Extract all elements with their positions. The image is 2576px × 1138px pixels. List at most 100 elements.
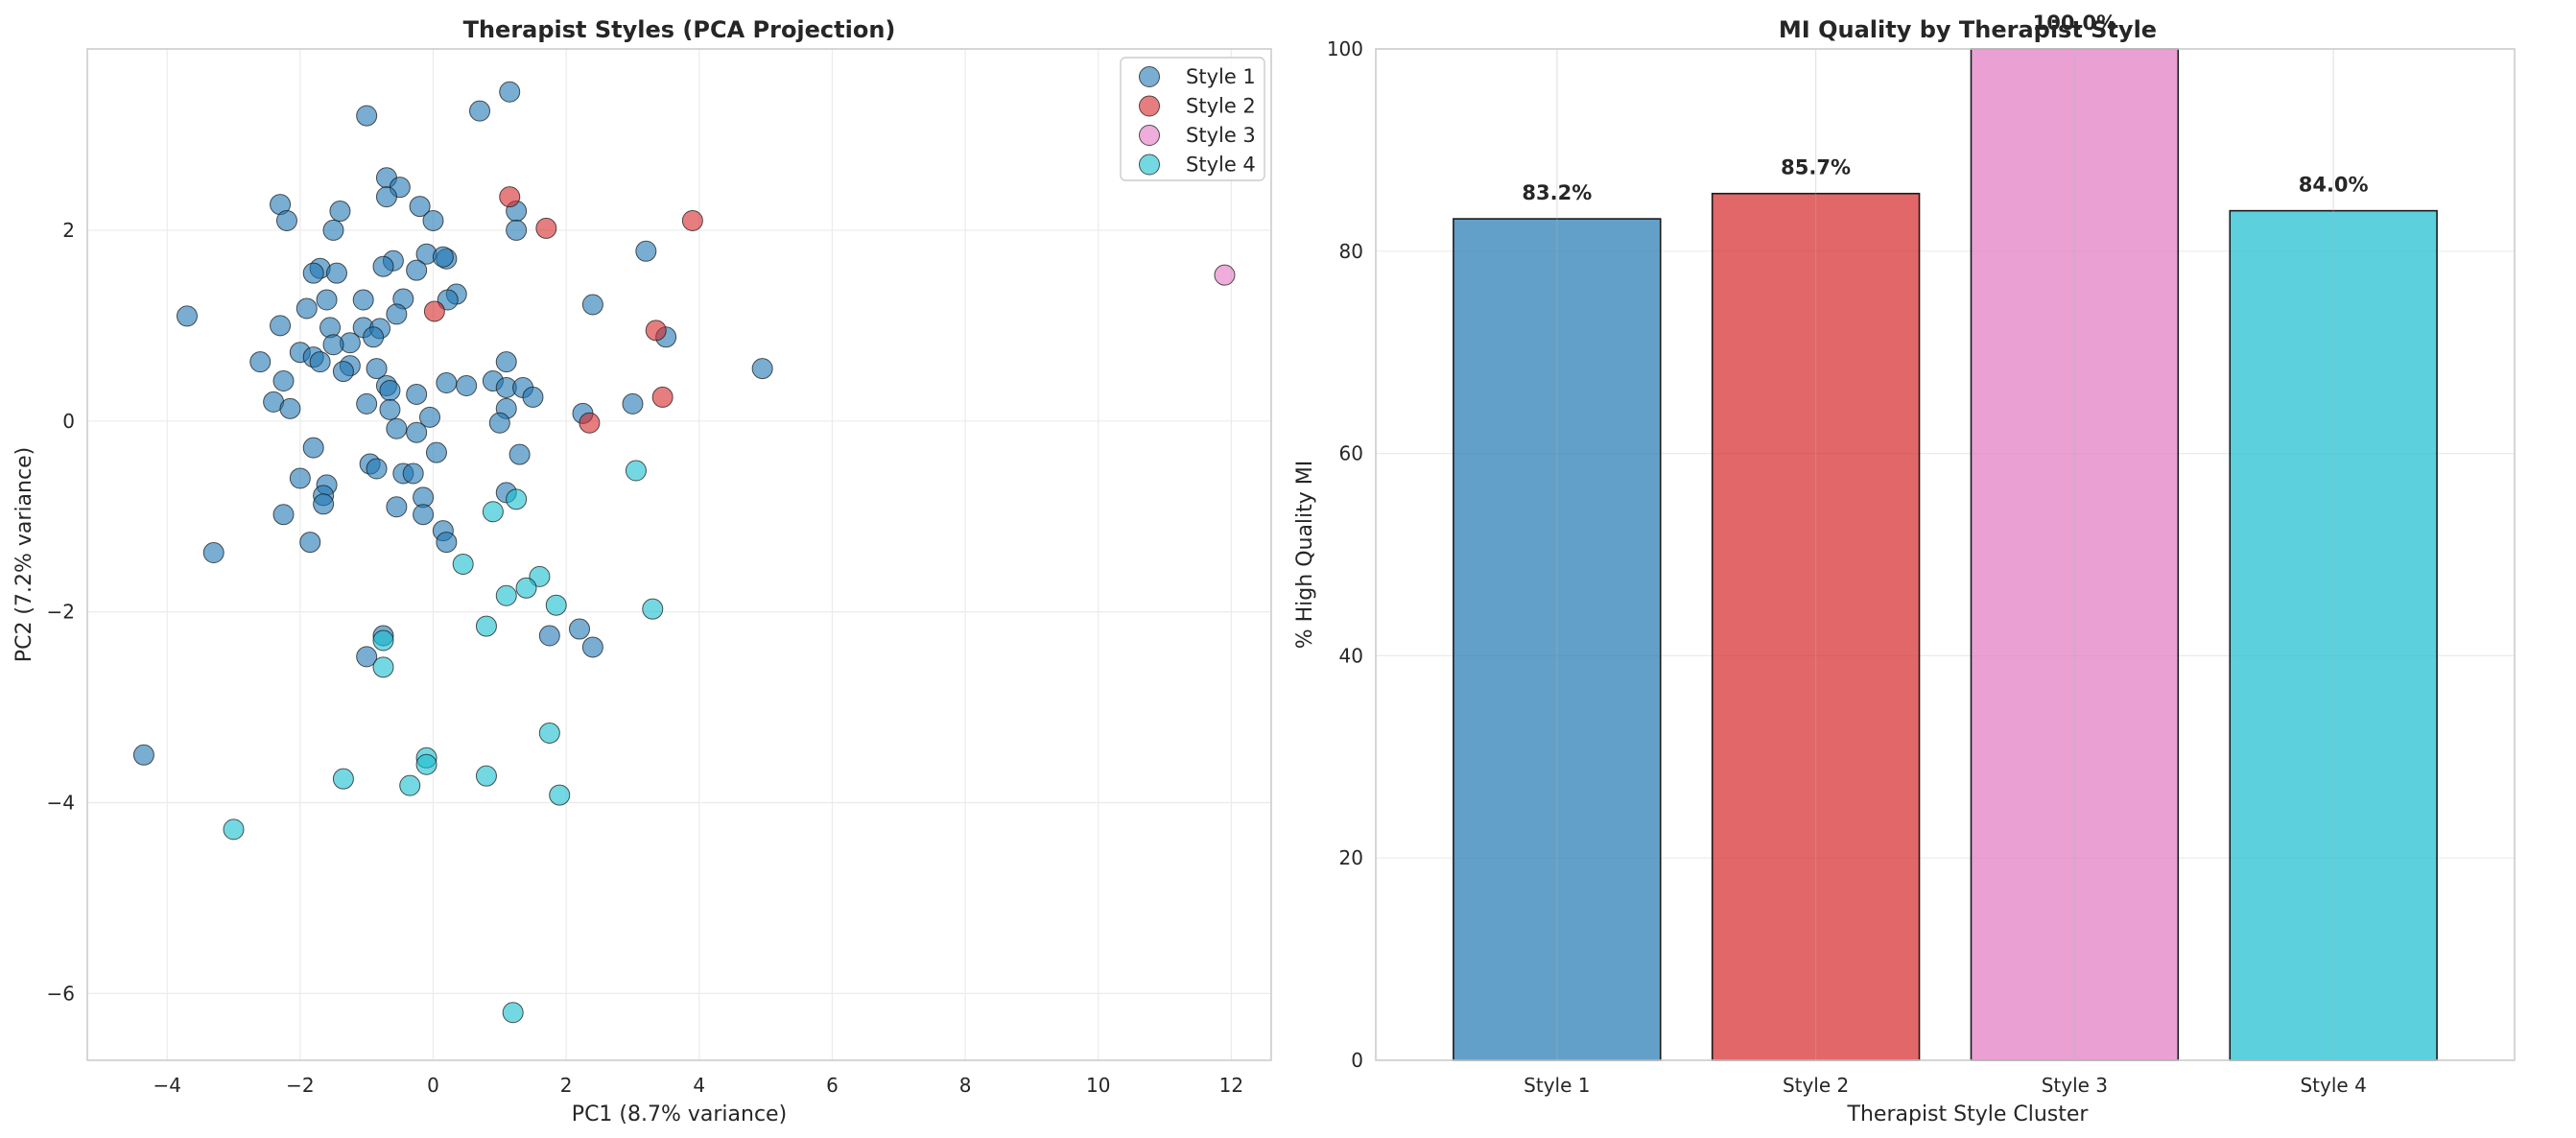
series-style-2 bbox=[423, 186, 703, 434]
bar-x-axis-label: Therapist Style Cluster bbox=[1847, 1102, 2090, 1126]
scatter-point bbox=[545, 594, 567, 616]
scatter-point bbox=[386, 417, 408, 439]
scatter-grid bbox=[87, 49, 1271, 1060]
bar-value-label: 84.0% bbox=[2299, 174, 2369, 197]
scatter-point bbox=[302, 437, 324, 459]
bar-y-ticks: 0 20 40 60 80 100 bbox=[1327, 37, 1363, 1072]
scatter-title: Therapist Styles (PCA Projection) bbox=[463, 16, 896, 43]
scatter-point bbox=[352, 289, 374, 311]
scatter-x-axis-label: PC1 (8.7% variance) bbox=[572, 1102, 787, 1126]
scatter-point bbox=[406, 259, 428, 281]
scatter-point bbox=[622, 392, 644, 415]
legend-marker bbox=[1139, 125, 1160, 146]
scatter-point bbox=[363, 326, 385, 348]
scatter-point bbox=[223, 818, 245, 841]
bar-x-tick-label: Style 2 bbox=[1783, 1074, 1849, 1097]
bar-style-1 bbox=[1453, 218, 1662, 1061]
bar-x-tick-label: Style 1 bbox=[1524, 1074, 1590, 1097]
bar-y-tick-label: 0 bbox=[1351, 1049, 1363, 1072]
scatter-y-tick-label: 0 bbox=[62, 410, 75, 433]
scatter-point bbox=[279, 397, 301, 419]
scatter-point bbox=[295, 297, 318, 320]
legend-label: Style 3 bbox=[1186, 124, 1256, 147]
scatter-point bbox=[538, 625, 560, 647]
scatter-point bbox=[409, 196, 431, 218]
scatter-point bbox=[372, 656, 394, 678]
bar-bars bbox=[1453, 48, 2438, 1061]
scatter-point bbox=[322, 219, 344, 241]
scatter-point bbox=[488, 412, 510, 434]
scatter-point bbox=[436, 532, 458, 554]
scatter-point bbox=[1214, 264, 1236, 286]
bar-value-label: 100.0% bbox=[2033, 12, 2116, 35]
scatter-point bbox=[329, 201, 351, 223]
scatter-point bbox=[475, 765, 497, 787]
scatter-point bbox=[625, 460, 647, 482]
scatter-point bbox=[309, 351, 331, 373]
scatter-point bbox=[642, 598, 664, 620]
scatter-point bbox=[432, 246, 454, 268]
scatter-point bbox=[319, 317, 342, 339]
scatter-point bbox=[289, 467, 311, 489]
bar-value-label: 83.2% bbox=[1522, 181, 1592, 204]
scatter-x-tick-label: 6 bbox=[826, 1074, 839, 1097]
scatter-x-tick-label: 8 bbox=[959, 1074, 972, 1097]
scatter-x-tick-label: 12 bbox=[1219, 1074, 1243, 1097]
scatter-x-tick-label: −4 bbox=[153, 1074, 180, 1097]
scatter-point bbox=[681, 209, 703, 231]
scatter-point bbox=[356, 392, 378, 415]
legend-label: Style 2 bbox=[1186, 95, 1256, 118]
scatter-point bbox=[415, 753, 437, 775]
scatter-point bbox=[423, 300, 445, 322]
scatter-point bbox=[366, 458, 388, 480]
scatter-point bbox=[275, 209, 297, 231]
bar-frame bbox=[1375, 48, 2516, 1061]
scatter-point bbox=[581, 294, 603, 316]
scatter-point bbox=[406, 421, 428, 443]
scatter-points bbox=[132, 81, 1236, 1024]
scatter-point bbox=[356, 646, 378, 668]
scatter-point bbox=[406, 383, 428, 405]
scatter-point bbox=[379, 398, 401, 420]
bar-y-tick-label: 80 bbox=[1339, 240, 1363, 263]
scatter-point bbox=[506, 219, 528, 241]
scatter-point bbox=[272, 370, 295, 392]
scatter-point bbox=[399, 774, 421, 796]
pca-scatter-chart: −4 −2 0 2 4 6 8 10 12 −6 −4 −2 0 2 Therapist Styles … bbox=[12, 16, 1272, 1126]
scatter-point bbox=[579, 412, 601, 434]
scatter-y-axis-label: PC2 (7.2% variance) bbox=[12, 447, 36, 662]
scatter-y-tick-label: −4 bbox=[47, 792, 75, 815]
scatter-point bbox=[515, 577, 537, 599]
series-style-4 bbox=[223, 460, 664, 1024]
scatter-point bbox=[366, 358, 388, 380]
bar-y-axis-label: % High Quality MI bbox=[1293, 461, 1317, 650]
scatter-x-tick-label: 2 bbox=[560, 1074, 573, 1097]
scatter-point bbox=[456, 375, 478, 397]
bar-x-tick-label: Style 4 bbox=[2300, 1074, 2366, 1097]
scatter-x-tick-label: −2 bbox=[286, 1074, 314, 1097]
scatter-point bbox=[356, 105, 378, 127]
scatter-point bbox=[249, 351, 272, 373]
bar-value-label: 85.7% bbox=[1781, 156, 1851, 179]
scatter-point bbox=[313, 493, 335, 515]
bar-style-3 bbox=[1970, 48, 2180, 1061]
scatter-point bbox=[302, 262, 324, 284]
scatter-point bbox=[379, 379, 401, 401]
scatter-point bbox=[495, 351, 517, 373]
scatter-x-tick-label: 10 bbox=[1086, 1074, 1110, 1097]
bar-y-tick-label: 100 bbox=[1327, 37, 1363, 60]
scatter-point bbox=[375, 186, 397, 208]
scatter-point bbox=[132, 744, 154, 766]
bar-title: MI Quality by Therapist Style bbox=[1779, 16, 2157, 43]
scatter-point bbox=[332, 361, 354, 383]
scatter-point bbox=[495, 584, 517, 606]
scatter-point bbox=[386, 303, 408, 325]
scatter-y-tick-label: 2 bbox=[62, 219, 75, 242]
scatter-point bbox=[475, 615, 497, 637]
scatter-point bbox=[372, 629, 394, 652]
scatter-point bbox=[538, 722, 560, 744]
scatter-point bbox=[499, 186, 521, 208]
legend-label: Style 1 bbox=[1186, 65, 1256, 88]
scatter-point bbox=[413, 504, 435, 526]
scatter-legend: Style 1 Style 2 Style 3 Style 4 bbox=[1120, 57, 1265, 181]
